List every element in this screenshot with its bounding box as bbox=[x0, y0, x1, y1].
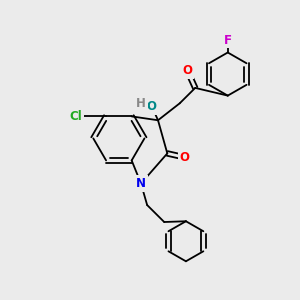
Text: O: O bbox=[182, 64, 193, 77]
Text: N: N bbox=[136, 177, 146, 190]
Text: F: F bbox=[224, 34, 232, 47]
Text: Cl: Cl bbox=[70, 110, 83, 123]
Text: O: O bbox=[179, 151, 189, 164]
Text: H: H bbox=[136, 97, 146, 110]
Text: O: O bbox=[147, 100, 157, 113]
